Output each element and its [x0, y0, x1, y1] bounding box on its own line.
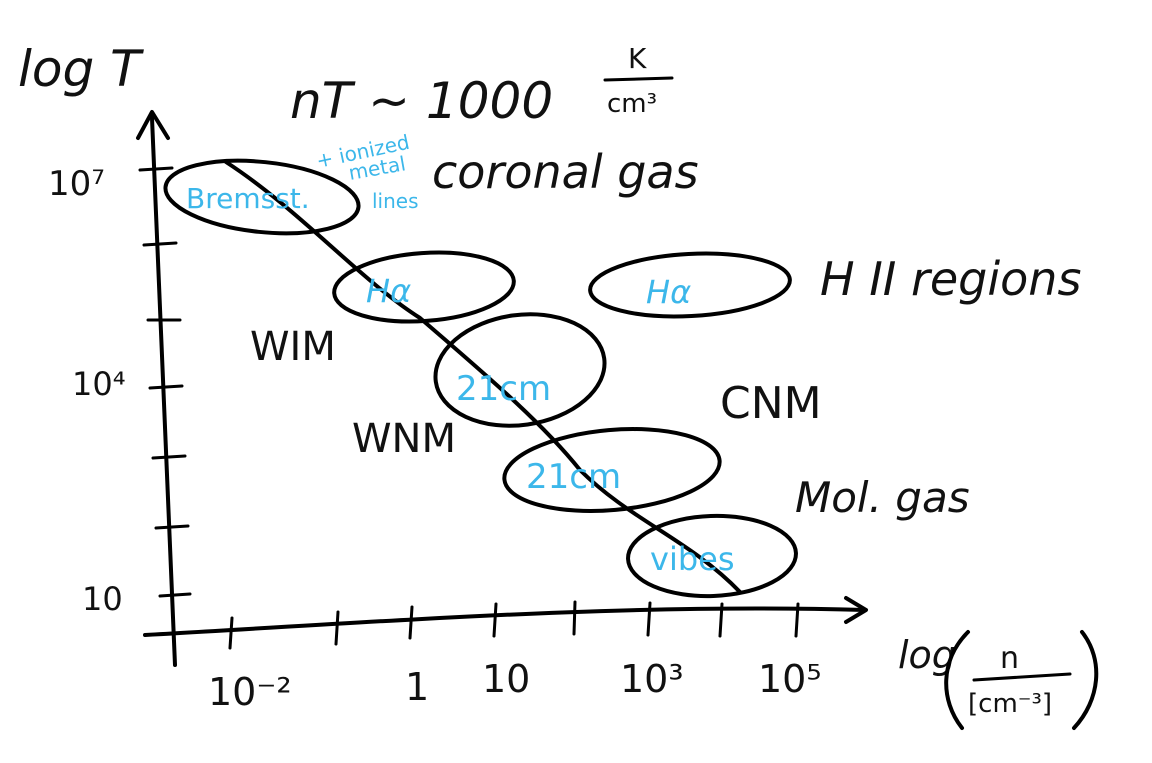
pressure-unit-numerator: K	[628, 42, 647, 75]
phase-label-wim: WIM	[250, 324, 336, 370]
wim-region	[332, 250, 516, 324]
coronal-region	[163, 158, 361, 236]
y-axis	[150, 116, 177, 667]
phase-label-cnm: CNM	[720, 378, 822, 429]
phase-label-wnm: WNM	[352, 416, 456, 462]
x-tick-label-1e-2: 10⁻²	[208, 670, 292, 714]
tracer-halpha-wim: Hα	[366, 272, 411, 310]
isobar-line	[224, 160, 742, 594]
tracer-21cm-wnm: 21cm	[456, 369, 551, 409]
tracer-bremsstrahlung: Bremsst.	[186, 182, 310, 215]
tracer-vibes: vibes	[650, 540, 735, 578]
tracer-lines: lines	[372, 189, 419, 213]
cnm-region	[502, 427, 722, 513]
phase-label-coronal: coronal gas	[432, 145, 699, 199]
x-tick-label-1e3: 10³	[620, 657, 684, 701]
wnm-region	[433, 312, 607, 428]
y-tick-label-1e4: 10⁴	[72, 365, 126, 403]
pressure-relation: nT ~ 1000	[290, 72, 553, 130]
y-axis-arrowhead	[136, 110, 170, 140]
pressure-unit-denominator: cm³	[607, 89, 657, 119]
tracer-21cm-cnm: 21cm	[526, 457, 621, 497]
x-axis-label-numerator: n	[1000, 641, 1019, 676]
x-tick-label-1: 1	[405, 665, 429, 709]
y-axis-label: log T	[18, 40, 144, 98]
x-axis-label: log n [cm⁻³]	[898, 630, 1099, 730]
x-tick-label-1e5: 10⁵	[758, 657, 822, 701]
x-axis-label-denominator: [cm⁻³]	[968, 689, 1052, 719]
mol-region	[626, 513, 798, 599]
hii-region	[588, 251, 792, 319]
x-tick-label-10: 10	[482, 657, 530, 701]
phase-label-hii: H II regions	[820, 252, 1081, 306]
pressure-unit-bar	[603, 76, 674, 82]
tracer-halpha-hii: Hα	[646, 273, 691, 311]
x-tick-marks	[228, 600, 800, 650]
y-tick-label-10: 10	[82, 580, 123, 618]
x-axis	[143, 606, 867, 637]
phase-label-mol: Mol. gas	[795, 473, 970, 522]
y-tick-label-1e7: 10⁷	[48, 164, 105, 204]
x-axis-arrowhead	[844, 596, 868, 624]
y-tick-marks	[138, 166, 192, 598]
